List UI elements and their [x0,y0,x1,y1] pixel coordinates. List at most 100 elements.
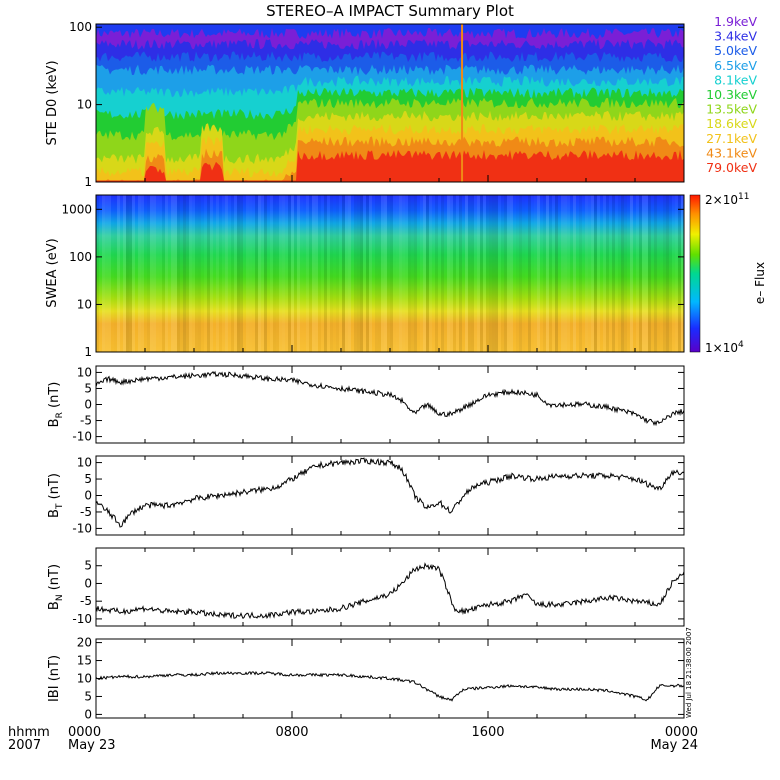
swea-stripe [219,195,222,352]
swea-stripe [540,195,543,352]
swea-stripe [96,195,99,352]
swea-stripe [279,195,282,352]
swea-stripe [201,195,204,352]
ste-legend-item: 10.3keV [706,87,757,102]
swea-stripe [681,195,684,352]
swea-stripe [582,195,585,352]
swea-stripe [123,195,126,352]
swea-stripe [363,195,366,352]
swea-stripe [645,195,648,352]
swea-stripe [378,195,381,352]
trace-BN [95,562,685,620]
swea-stripe [144,195,147,352]
plot-title: STEREO–A IMPACT Summary Plot [266,2,514,20]
swea-stripe [657,195,660,352]
swea-stripe [456,195,459,352]
swea-stripe [405,195,408,352]
swea-stripe [348,195,351,352]
x-tick-label: 0800 [275,725,308,740]
swea-stripe [402,195,405,352]
swea-stripe [273,195,276,352]
ytick-label: 5 [84,381,92,395]
swea-stripe [570,195,573,352]
swea-stripe [486,195,489,352]
swea-stripe [672,195,675,352]
swea-stripe [588,195,591,352]
swea-stripe [294,195,297,352]
swea-stripe [453,195,456,352]
panel-IBI: 0 5 10 15 20 IBI (nT) [47,636,685,721]
ytick-label: 0 [84,398,92,412]
swea-stripe [507,195,510,352]
swea-stripe [489,195,492,352]
swea-stripe [492,195,495,352]
ytick-label: 5 [84,689,92,703]
swea-stripe [189,195,192,352]
swea-stripe [513,195,516,352]
swea-stripe [228,195,231,352]
ytick-label: 5 [84,559,92,573]
swea-stripe [351,195,354,352]
ste-y-ticks: 1 10 100 [69,20,684,189]
swea-stripe [312,195,315,352]
ytick-label: -10 [72,430,92,444]
swea-stripe [579,195,582,352]
swea-stripe [99,195,102,352]
swea-stripe [639,195,642,352]
ste-legend-item: 6.5keV [714,58,757,73]
swea-stripe [231,195,234,352]
swea-stripe [207,195,210,352]
swea-stripe [417,195,420,352]
ytick-label: 15 [77,654,92,668]
swea-stripe [327,195,330,352]
swea-stripe [261,195,264,352]
ylabel-BN: BN (nT) [47,564,65,610]
swea-stripe [408,195,411,352]
swea-stripe [423,195,426,352]
swea-stripe [522,195,525,352]
swea-stripe [471,195,474,352]
swea-stripe [252,195,255,352]
swea-stripe [576,195,579,352]
swea-stripe [357,195,360,352]
swea-stripe [636,195,639,352]
ylabel-BR: BR (nT) [47,382,65,428]
swea-stripe [444,195,447,352]
x-tick-label: 1600 [471,725,504,740]
swea-stripe [141,195,144,352]
swea-stripe [309,195,312,352]
swea-stripe [612,195,615,352]
swea-stripe [195,195,198,352]
ytick-label: -10 [72,612,92,626]
swea-stripe [630,195,633,352]
swea-stripe [633,195,636,352]
swea-stripe [156,195,159,352]
swea-stripe [414,195,417,352]
swea-stripe [573,195,576,352]
swea-stripe [606,195,609,352]
ytick-label: 0 [84,489,92,503]
swea-stripe [267,195,270,352]
swea-stripe [291,195,294,352]
swea-stripe [525,195,528,352]
swea-stripe [441,195,444,352]
swea-stripe [675,195,678,352]
swea-stripe [177,195,180,352]
swea-stripe [393,195,396,352]
ytick-label: 10 [77,456,92,470]
swea-stripe [555,195,558,352]
swea-stripe [102,195,105,352]
swea-stripe [543,195,546,352]
swea-stripe [462,195,465,352]
swea-stripe [603,195,606,352]
swea-stripe [531,195,534,352]
swea-stripe [534,195,537,352]
swea-stripe [510,195,513,352]
frame-BN [95,547,685,627]
colorbar [689,194,701,353]
trace-BT [95,457,685,528]
swea-stripes [96,195,684,352]
swea-stripe [234,195,237,352]
colorbar-title: e– Flux [753,262,767,304]
swea-stripe [345,195,348,352]
